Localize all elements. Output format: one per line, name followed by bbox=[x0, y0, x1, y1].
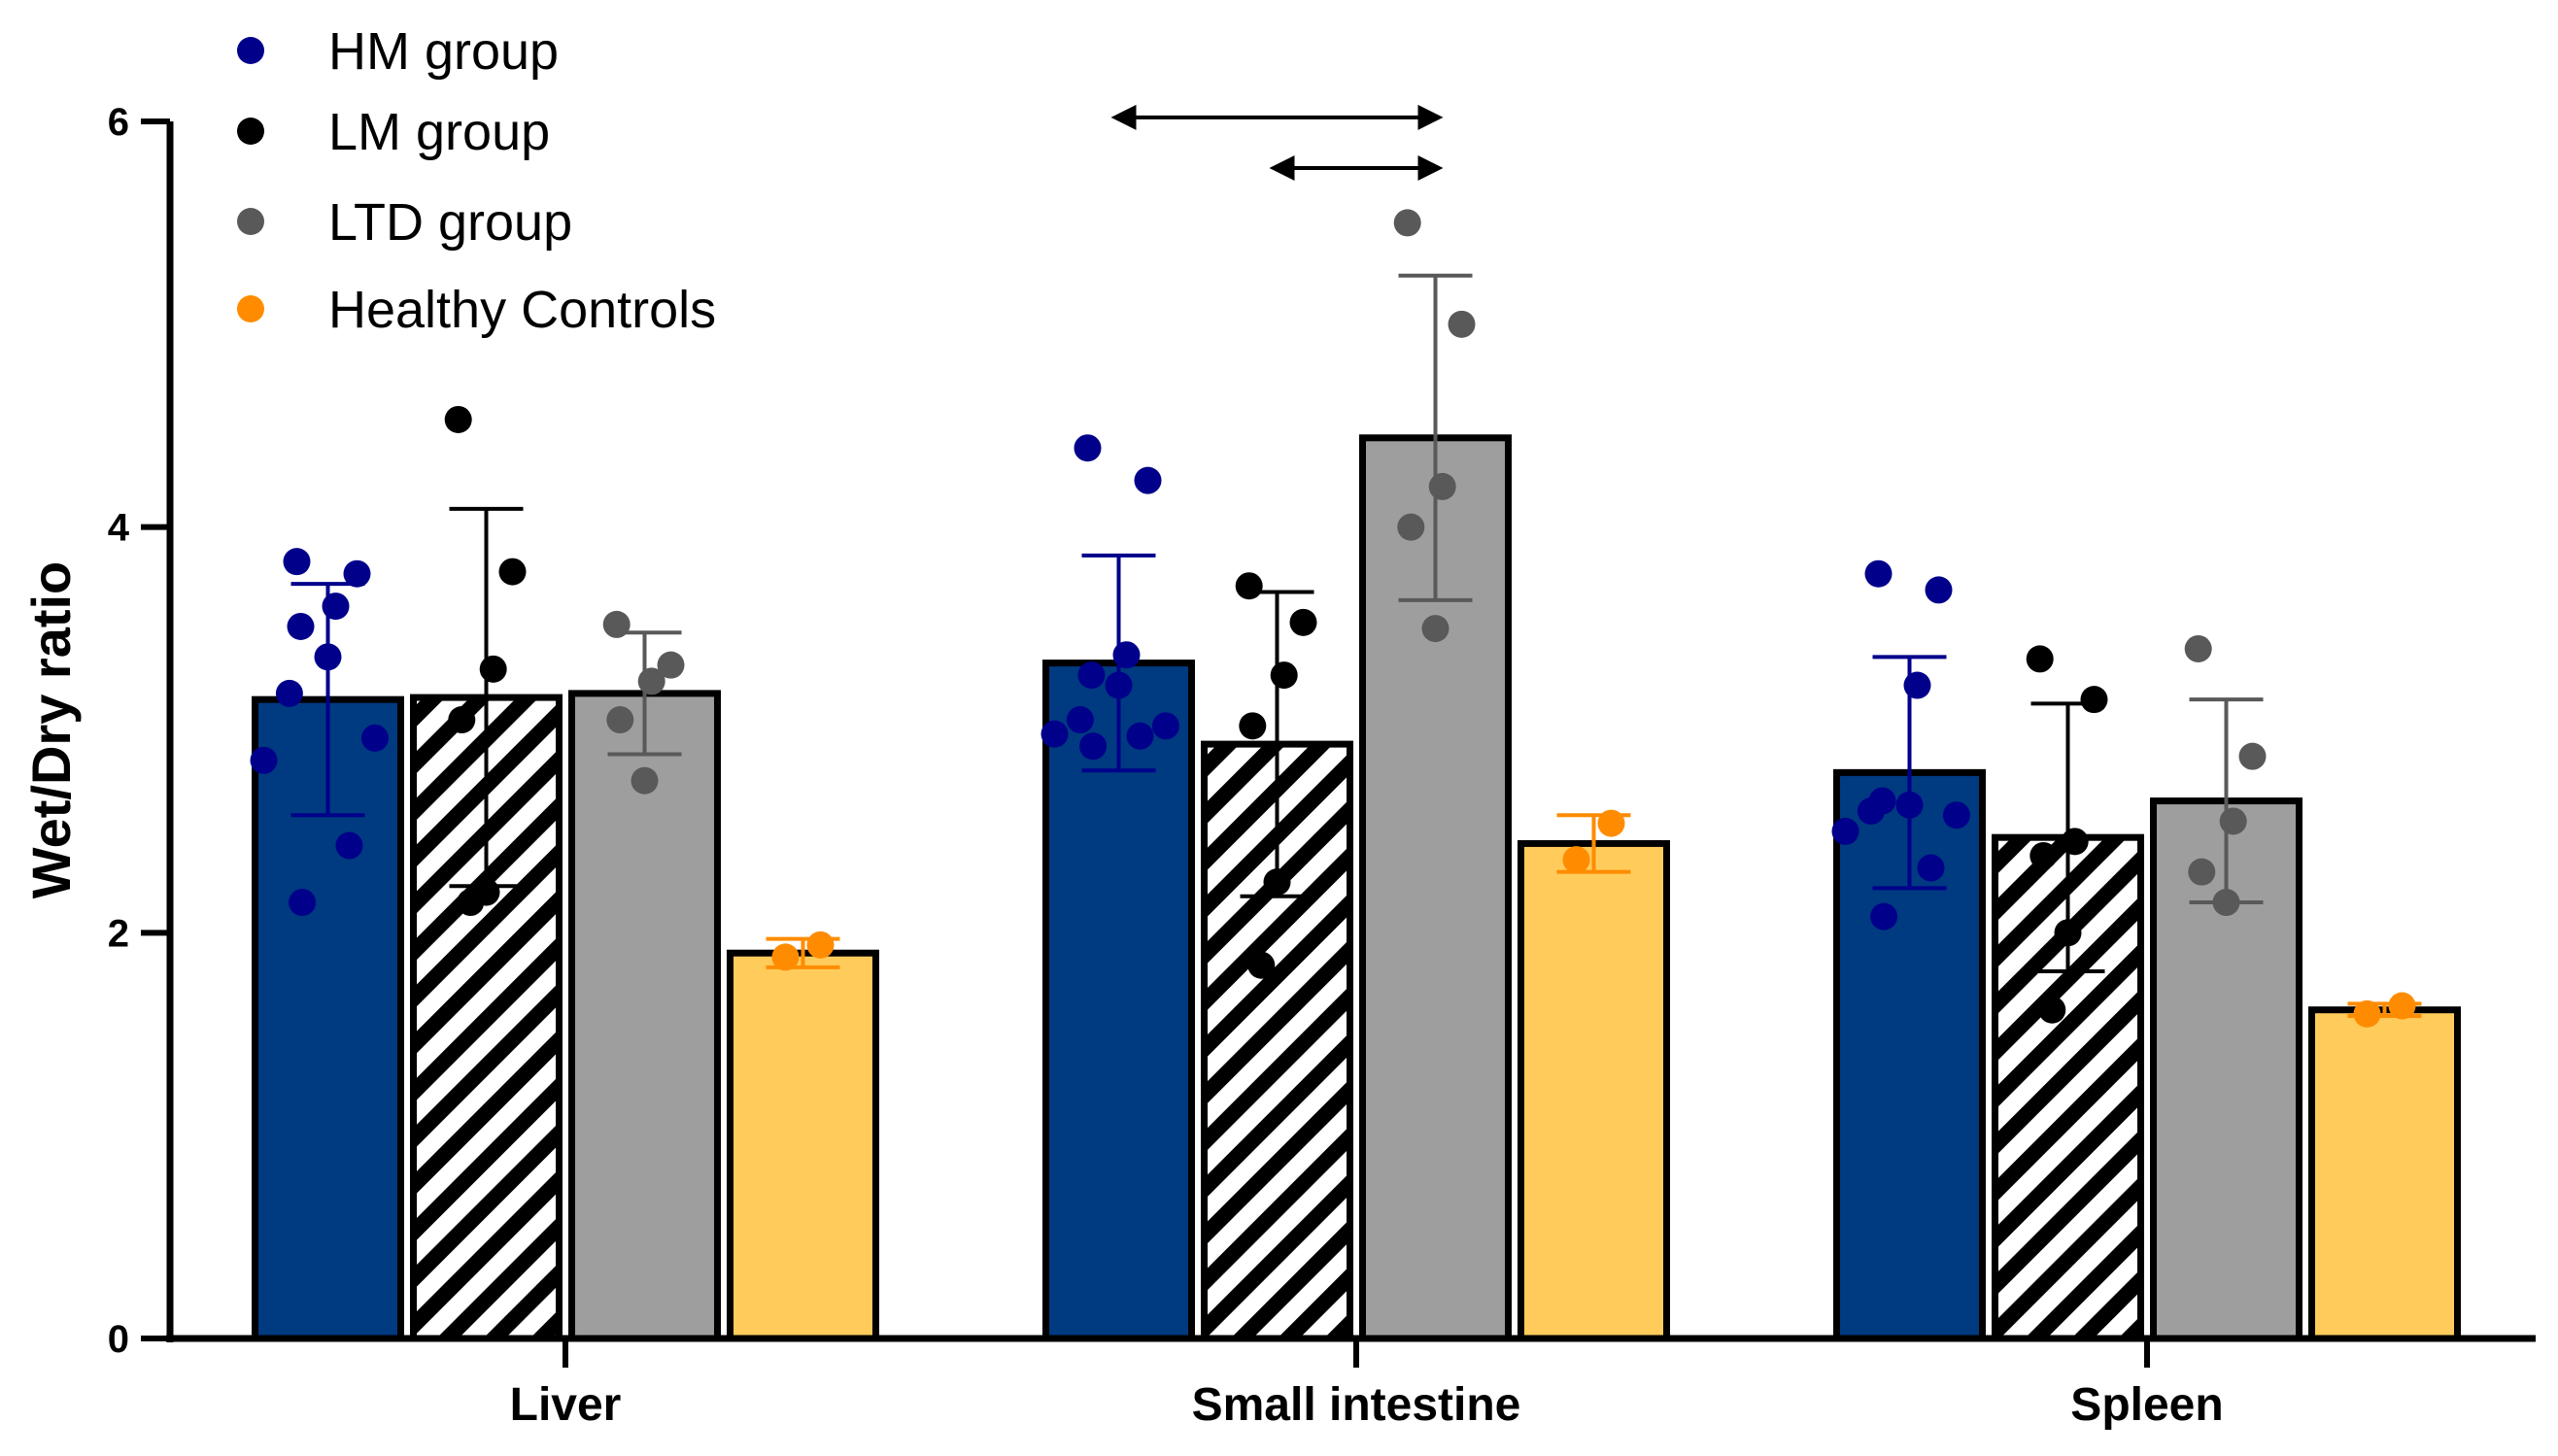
legend-marker-2 bbox=[237, 208, 264, 235]
legend-marker-0 bbox=[237, 37, 264, 64]
data-point-0-2-4 bbox=[1895, 791, 1924, 819]
data-point-1-1-0 bbox=[1235, 572, 1263, 600]
data-point-1-0-3 bbox=[448, 706, 476, 734]
data-point-0-2-0 bbox=[1864, 559, 1893, 588]
legend-label-2: LTD group bbox=[328, 193, 572, 252]
data-point-1-2-0 bbox=[2026, 645, 2054, 673]
x-tick-label-2: Spleen bbox=[2070, 1379, 2223, 1431]
data-point-2-1-4 bbox=[1421, 615, 1450, 643]
data-point-0-0-7 bbox=[250, 746, 278, 774]
data-point-1-2-5 bbox=[2038, 996, 2066, 1024]
data-point-0-2-8 bbox=[1917, 854, 1945, 882]
legend-label-0: HM group bbox=[328, 22, 559, 81]
x-tick-label-0: Liver bbox=[510, 1379, 622, 1431]
bar-3-0 bbox=[727, 949, 879, 1342]
data-point-0-0-5 bbox=[275, 679, 303, 707]
bars-layer bbox=[250, 209, 2461, 1342]
y-tick-label-1: 2 bbox=[108, 912, 129, 955]
data-point-2-2-1 bbox=[2238, 742, 2267, 770]
data-point-0-0-2 bbox=[322, 593, 350, 621]
bar-2-0 bbox=[568, 690, 721, 1342]
legend-label-3: Healthy Controls bbox=[328, 281, 716, 339]
data-point-2-1-2 bbox=[1428, 472, 1456, 500]
data-point-0-1-8 bbox=[1126, 722, 1154, 750]
data-point-0-0-0 bbox=[283, 548, 311, 576]
data-point-1-0-5 bbox=[457, 889, 485, 917]
legend: HM group LM group LTD group Healthy Control… bbox=[237, 22, 716, 339]
y-axis-title: Wet/Dry ratio bbox=[20, 561, 82, 898]
data-point-3-1-0 bbox=[1597, 809, 1625, 837]
data-point-0-1-1 bbox=[1134, 466, 1162, 494]
data-point-2-2-3 bbox=[2188, 858, 2216, 886]
legend-marker-1 bbox=[237, 118, 264, 145]
data-point-1-2-1 bbox=[2080, 686, 2108, 714]
data-point-0-0-9 bbox=[289, 889, 317, 917]
data-point-3-2-0 bbox=[2388, 992, 2416, 1020]
data-point-0-0-4 bbox=[314, 643, 342, 671]
data-point-1-0-1 bbox=[498, 558, 527, 586]
data-point-1-2-2 bbox=[2061, 828, 2089, 856]
legend-marker-3 bbox=[237, 295, 264, 322]
data-point-0-1-7 bbox=[1040, 720, 1069, 748]
axes-layer: 0 2 4 6 Liver Small intestine Spleen bbox=[108, 101, 2536, 1431]
data-point-0-0-8 bbox=[335, 831, 363, 860]
annotation-arrow-right-1 bbox=[1417, 155, 1444, 182]
data-point-0-1-4 bbox=[1105, 671, 1133, 699]
data-point-1-1-4 bbox=[1263, 868, 1291, 897]
data-point-3-0-1 bbox=[771, 943, 800, 971]
data-point-3-1-1 bbox=[1562, 846, 1590, 874]
y-tick-label-2: 4 bbox=[108, 507, 130, 550]
data-point-0-0-1 bbox=[343, 559, 371, 588]
data-point-2-0-2 bbox=[637, 667, 665, 695]
annotation-layer bbox=[1110, 104, 1444, 182]
data-point-1-1-5 bbox=[1247, 951, 1276, 979]
data-point-1-0-0 bbox=[444, 405, 472, 433]
data-point-0-1-3 bbox=[1077, 661, 1106, 690]
data-point-2-2-2 bbox=[2219, 807, 2247, 835]
data-point-2-0-4 bbox=[631, 766, 659, 795]
data-point-1-2-3 bbox=[2029, 841, 2058, 869]
data-point-2-2-0 bbox=[2184, 634, 2212, 662]
data-point-1-1-2 bbox=[1270, 661, 1298, 690]
data-point-1-2-4 bbox=[2054, 919, 2082, 947]
data-point-0-1-2 bbox=[1112, 641, 1141, 669]
data-point-0-1-9 bbox=[1079, 732, 1108, 761]
data-point-0-1-6 bbox=[1151, 712, 1179, 740]
data-point-2-1-3 bbox=[1397, 513, 1425, 541]
bar-3-1 bbox=[1518, 839, 1670, 1342]
data-point-0-2-1 bbox=[1925, 576, 1953, 604]
data-point-0-2-6 bbox=[1942, 801, 1970, 830]
data-point-1-0-2 bbox=[479, 655, 507, 683]
data-point-3-2-1 bbox=[2353, 999, 2381, 1028]
data-point-0-2-2 bbox=[1903, 671, 1931, 699]
data-point-2-0-0 bbox=[602, 610, 631, 638]
data-point-0-2-7 bbox=[1831, 817, 1859, 845]
data-point-1-1-3 bbox=[1239, 712, 1267, 740]
annotation-arrow-right-0 bbox=[1417, 104, 1444, 130]
data-point-0-1-5 bbox=[1066, 706, 1094, 734]
data-point-2-0-1 bbox=[657, 651, 685, 679]
y-tick-label-0: 0 bbox=[108, 1318, 129, 1361]
data-point-0-2-5 bbox=[1857, 797, 1885, 826]
data-point-2-2-4 bbox=[2212, 889, 2240, 917]
data-point-2-1-1 bbox=[1448, 310, 1476, 338]
data-point-0-1-0 bbox=[1074, 434, 1102, 462]
data-point-0-0-6 bbox=[360, 724, 389, 752]
data-point-2-0-3 bbox=[606, 706, 634, 734]
legend-label-1: LM group bbox=[328, 103, 550, 161]
y-tick-label-3: 6 bbox=[108, 101, 129, 144]
data-point-3-0-0 bbox=[806, 931, 835, 959]
data-point-0-2-9 bbox=[1870, 902, 1898, 931]
x-tick-label-1: Small intestine bbox=[1192, 1379, 1521, 1431]
annotation-arrow-left-0 bbox=[1110, 104, 1137, 130]
data-point-2-1-0 bbox=[1393, 209, 1421, 237]
bar-3-2 bbox=[2308, 1006, 2461, 1342]
data-point-0-0-3 bbox=[287, 612, 315, 640]
data-point-1-1-1 bbox=[1289, 608, 1317, 636]
annotation-arrow-left-1 bbox=[1269, 155, 1295, 182]
